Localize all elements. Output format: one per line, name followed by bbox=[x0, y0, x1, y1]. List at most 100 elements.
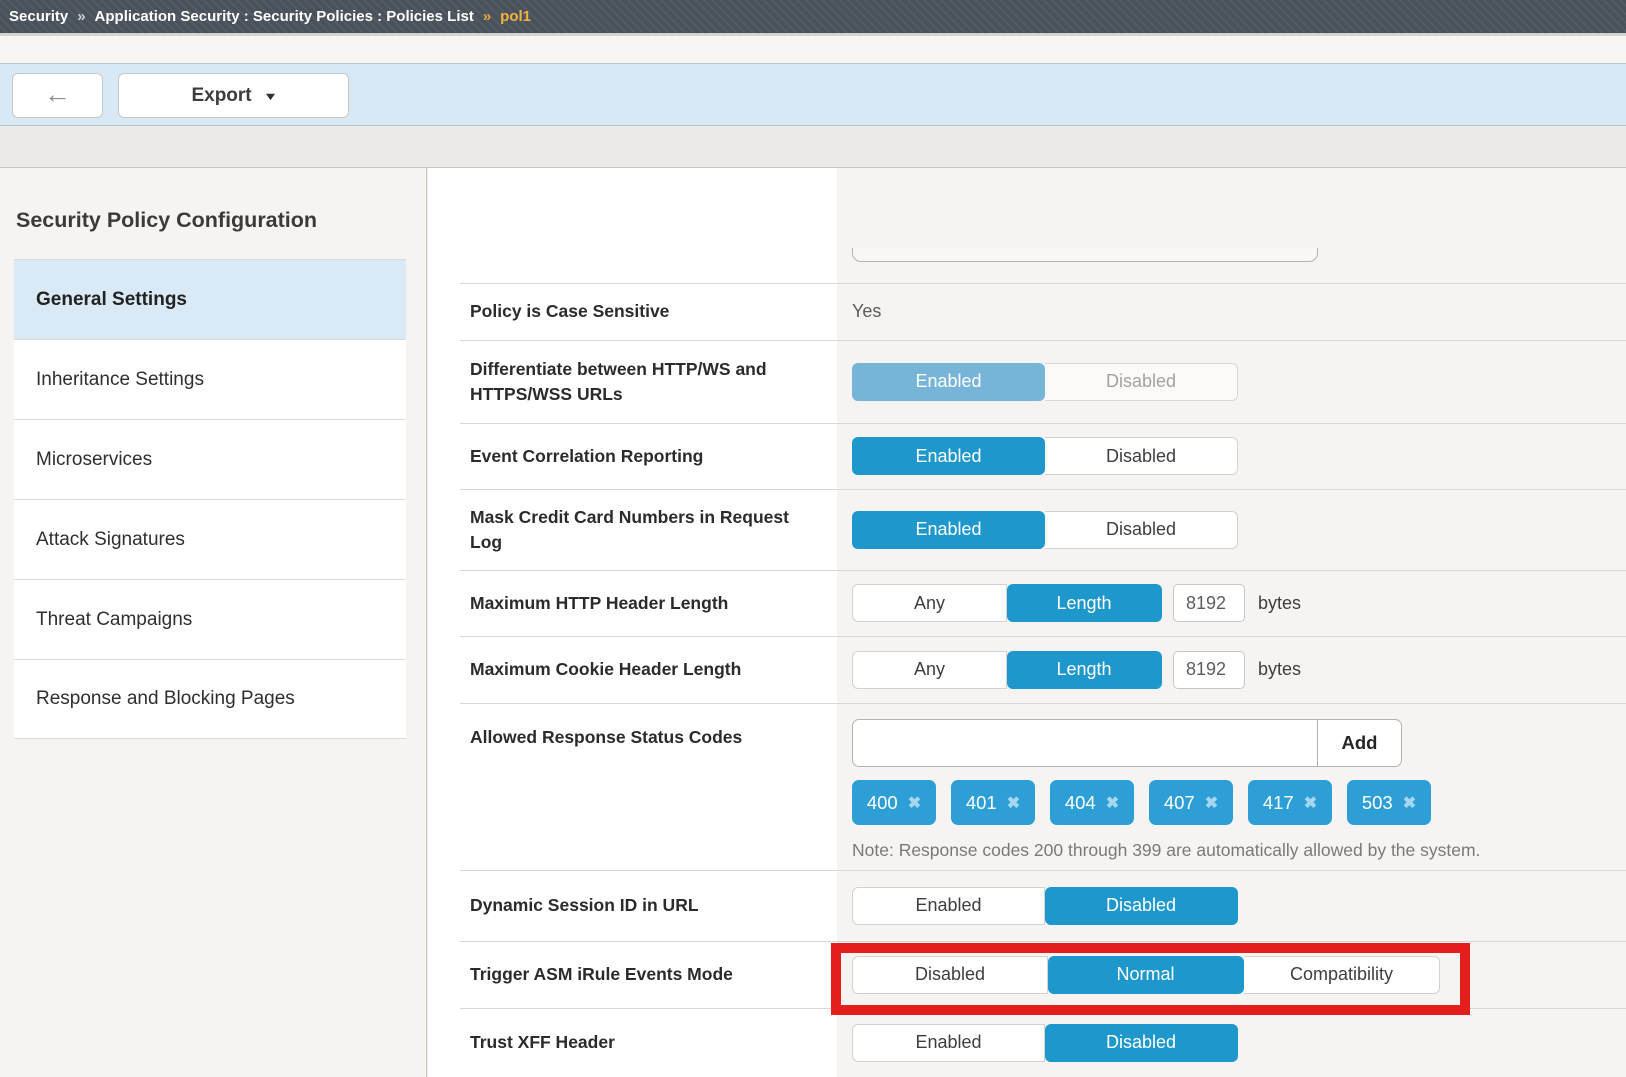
setting-label: Trust XFF Header bbox=[470, 1032, 615, 1053]
row-dynamic-session-id: Dynamic Session ID in URL Enabled Disabl… bbox=[428, 870, 1626, 941]
max-http-header-toggle: Any Length bbox=[852, 584, 1162, 622]
status-codes-note: Note: Response codes 200 through 399 are… bbox=[852, 840, 1481, 860]
status-code-tag: 401 ✖ bbox=[951, 780, 1035, 825]
clipped-field-above[interactable] bbox=[852, 248, 1318, 262]
tag-label: 404 bbox=[1064, 791, 1096, 813]
row-divider bbox=[460, 870, 1626, 871]
toolbar-spacer bbox=[0, 126, 1626, 168]
header-spacer bbox=[0, 33, 1626, 63]
status-code-tag: 417 ✖ bbox=[1248, 780, 1332, 825]
toolbar: ← Export ▼ bbox=[0, 63, 1626, 126]
tag-label: 401 bbox=[965, 791, 997, 813]
any-option[interactable]: Any bbox=[852, 584, 1007, 622]
enabled-option[interactable]: Enabled bbox=[852, 886, 1045, 925]
row-divider bbox=[460, 423, 1626, 424]
setting-label: Maximum HTTP Header Length bbox=[470, 592, 729, 613]
row-divider bbox=[460, 703, 1626, 704]
sidebar-item-attack-signatures[interactable]: Attack Signatures bbox=[14, 499, 406, 579]
export-button-label: Export bbox=[191, 84, 252, 106]
remove-icon[interactable]: ✖ bbox=[907, 794, 922, 812]
remove-icon[interactable]: ✖ bbox=[1105, 794, 1120, 812]
length-option[interactable]: Length bbox=[1007, 650, 1162, 689]
row-policy-case-sensitive: Policy is Case Sensitive Yes bbox=[428, 283, 1626, 340]
status-code-tag: 400 ✖ bbox=[852, 780, 936, 825]
remove-icon[interactable]: ✖ bbox=[1303, 794, 1318, 812]
value-column-background bbox=[837, 168, 1626, 1077]
row-trust-xff-header: Trust XFF Header Enabled Disabled bbox=[428, 1008, 1626, 1077]
sidebar-title: Security Policy Configuration bbox=[16, 208, 318, 232]
row-max-http-header-length: Maximum HTTP Header Length Any Length by… bbox=[428, 570, 1626, 636]
settings-panel: Policy is Case Sensitive Yes Differentia… bbox=[428, 168, 1626, 1077]
trigger-irule-toggle: Disabled Normal Compatibility bbox=[852, 955, 1440, 994]
sidebar: Security Policy Configuration General Se… bbox=[0, 168, 427, 1077]
status-code-input[interactable] bbox=[852, 719, 1318, 767]
trust-xff-toggle: Enabled Disabled bbox=[852, 1023, 1238, 1062]
unit-label: bytes bbox=[1258, 659, 1302, 679]
dynamic-session-toggle: Enabled Disabled bbox=[852, 886, 1238, 925]
tag-label: 503 bbox=[1361, 791, 1393, 813]
sidebar-item-label: Inheritance Settings bbox=[36, 368, 204, 390]
row-allowed-response-status-codes: Allowed Response Status Codes Add 400 ✖ 4… bbox=[428, 703, 1626, 870]
unit-label: bytes bbox=[1258, 592, 1302, 613]
sidebar-item-label: General Settings bbox=[36, 288, 187, 310]
disabled-option[interactable]: Disabled bbox=[1045, 437, 1238, 475]
row-mask-credit-card: Mask Credit Card Numbers in Request Log … bbox=[428, 489, 1626, 570]
enabled-option[interactable]: Enabled bbox=[852, 1023, 1045, 1062]
remove-icon[interactable]: ✖ bbox=[1006, 794, 1021, 812]
breadcrumb-separator-icon: » bbox=[482, 8, 492, 25]
setting-label: Maximum Cookie Header Length bbox=[470, 659, 742, 680]
disabled-option[interactable]: Disabled bbox=[1045, 1023, 1238, 1062]
max-cookie-header-length-input[interactable] bbox=[1173, 650, 1245, 689]
differentiate-toggle: Enabled Disabled bbox=[852, 362, 1238, 401]
mask-credit-card-toggle: Enabled Disabled bbox=[852, 510, 1238, 549]
remove-icon[interactable]: ✖ bbox=[1204, 794, 1219, 812]
breadcrumb-path[interactable]: Application Security : Security Policies… bbox=[94, 8, 474, 25]
status-code-tag: 407 ✖ bbox=[1149, 780, 1233, 825]
enabled-option[interactable]: Enabled bbox=[852, 362, 1045, 401]
row-divider bbox=[460, 570, 1626, 571]
row-divider bbox=[460, 941, 1626, 942]
setting-value: Yes bbox=[852, 301, 882, 321]
event-correlation-toggle: Enabled Disabled bbox=[852, 437, 1238, 475]
setting-label: Dynamic Session ID in URL bbox=[470, 895, 699, 916]
sidebar-item-response-blocking-pages[interactable]: Response and Blocking Pages bbox=[14, 659, 406, 739]
row-divider bbox=[460, 636, 1626, 637]
disabled-option[interactable]: Disabled bbox=[1045, 886, 1238, 925]
sidebar-item-label: Microservices bbox=[36, 448, 153, 470]
tag-label: 407 bbox=[1163, 791, 1195, 813]
export-button[interactable]: Export ▼ bbox=[118, 73, 349, 118]
sidebar-item-label: Attack Signatures bbox=[36, 528, 185, 550]
disabled-option[interactable]: Disabled bbox=[1045, 362, 1238, 401]
compatibility-option[interactable]: Compatibility bbox=[1244, 955, 1440, 994]
row-differentiate-http-ws: Differentiate between HTTP/WS and HTTPS/… bbox=[428, 340, 1626, 423]
sidebar-item-inheritance-settings[interactable]: Inheritance Settings bbox=[14, 339, 406, 419]
setting-label: Allowed Response Status Codes bbox=[470, 727, 743, 747]
any-option[interactable]: Any bbox=[852, 650, 1007, 689]
remove-icon[interactable]: ✖ bbox=[1402, 794, 1417, 812]
sidebar-item-label: Response and Blocking Pages bbox=[36, 688, 295, 709]
disabled-option[interactable]: Disabled bbox=[852, 955, 1048, 994]
add-button[interactable]: Add bbox=[1318, 719, 1402, 767]
breadcrumb-current-policy[interactable]: pol1 bbox=[500, 8, 532, 25]
setting-label: Mask Credit Card Numbers in Request Log bbox=[470, 507, 789, 552]
sidebar-item-threat-campaigns[interactable]: Threat Campaigns bbox=[14, 579, 406, 659]
row-divider bbox=[460, 489, 1626, 490]
enabled-option[interactable]: Enabled bbox=[852, 510, 1045, 549]
sidebar-item-microservices[interactable]: Microservices bbox=[14, 419, 406, 499]
tag-label: 417 bbox=[1262, 791, 1294, 813]
disabled-option[interactable]: Disabled bbox=[1045, 510, 1238, 549]
status-code-tags: 400 ✖ 401 ✖ 404 ✖ 407 ✖ 417 ✖ 503 ✖ bbox=[852, 780, 1431, 825]
back-arrow-icon: ← bbox=[44, 78, 71, 109]
status-code-tag: 503 ✖ bbox=[1347, 780, 1431, 825]
back-button[interactable]: ← bbox=[12, 73, 103, 118]
breadcrumb-section[interactable]: Security bbox=[9, 8, 69, 25]
sidebar-item-general-settings[interactable]: General Settings bbox=[14, 259, 406, 339]
max-http-header-length-input[interactable] bbox=[1173, 584, 1245, 622]
normal-option[interactable]: Normal bbox=[1048, 955, 1244, 994]
setting-label: Event Correlation Reporting bbox=[470, 445, 704, 466]
tag-label: 400 bbox=[866, 791, 898, 813]
status-code-input-group: Add bbox=[852, 719, 1402, 767]
length-option[interactable]: Length bbox=[1007, 584, 1162, 622]
enabled-option[interactable]: Enabled bbox=[852, 437, 1045, 475]
breadcrumb: Security » Application Security : Securi… bbox=[0, 0, 1626, 33]
